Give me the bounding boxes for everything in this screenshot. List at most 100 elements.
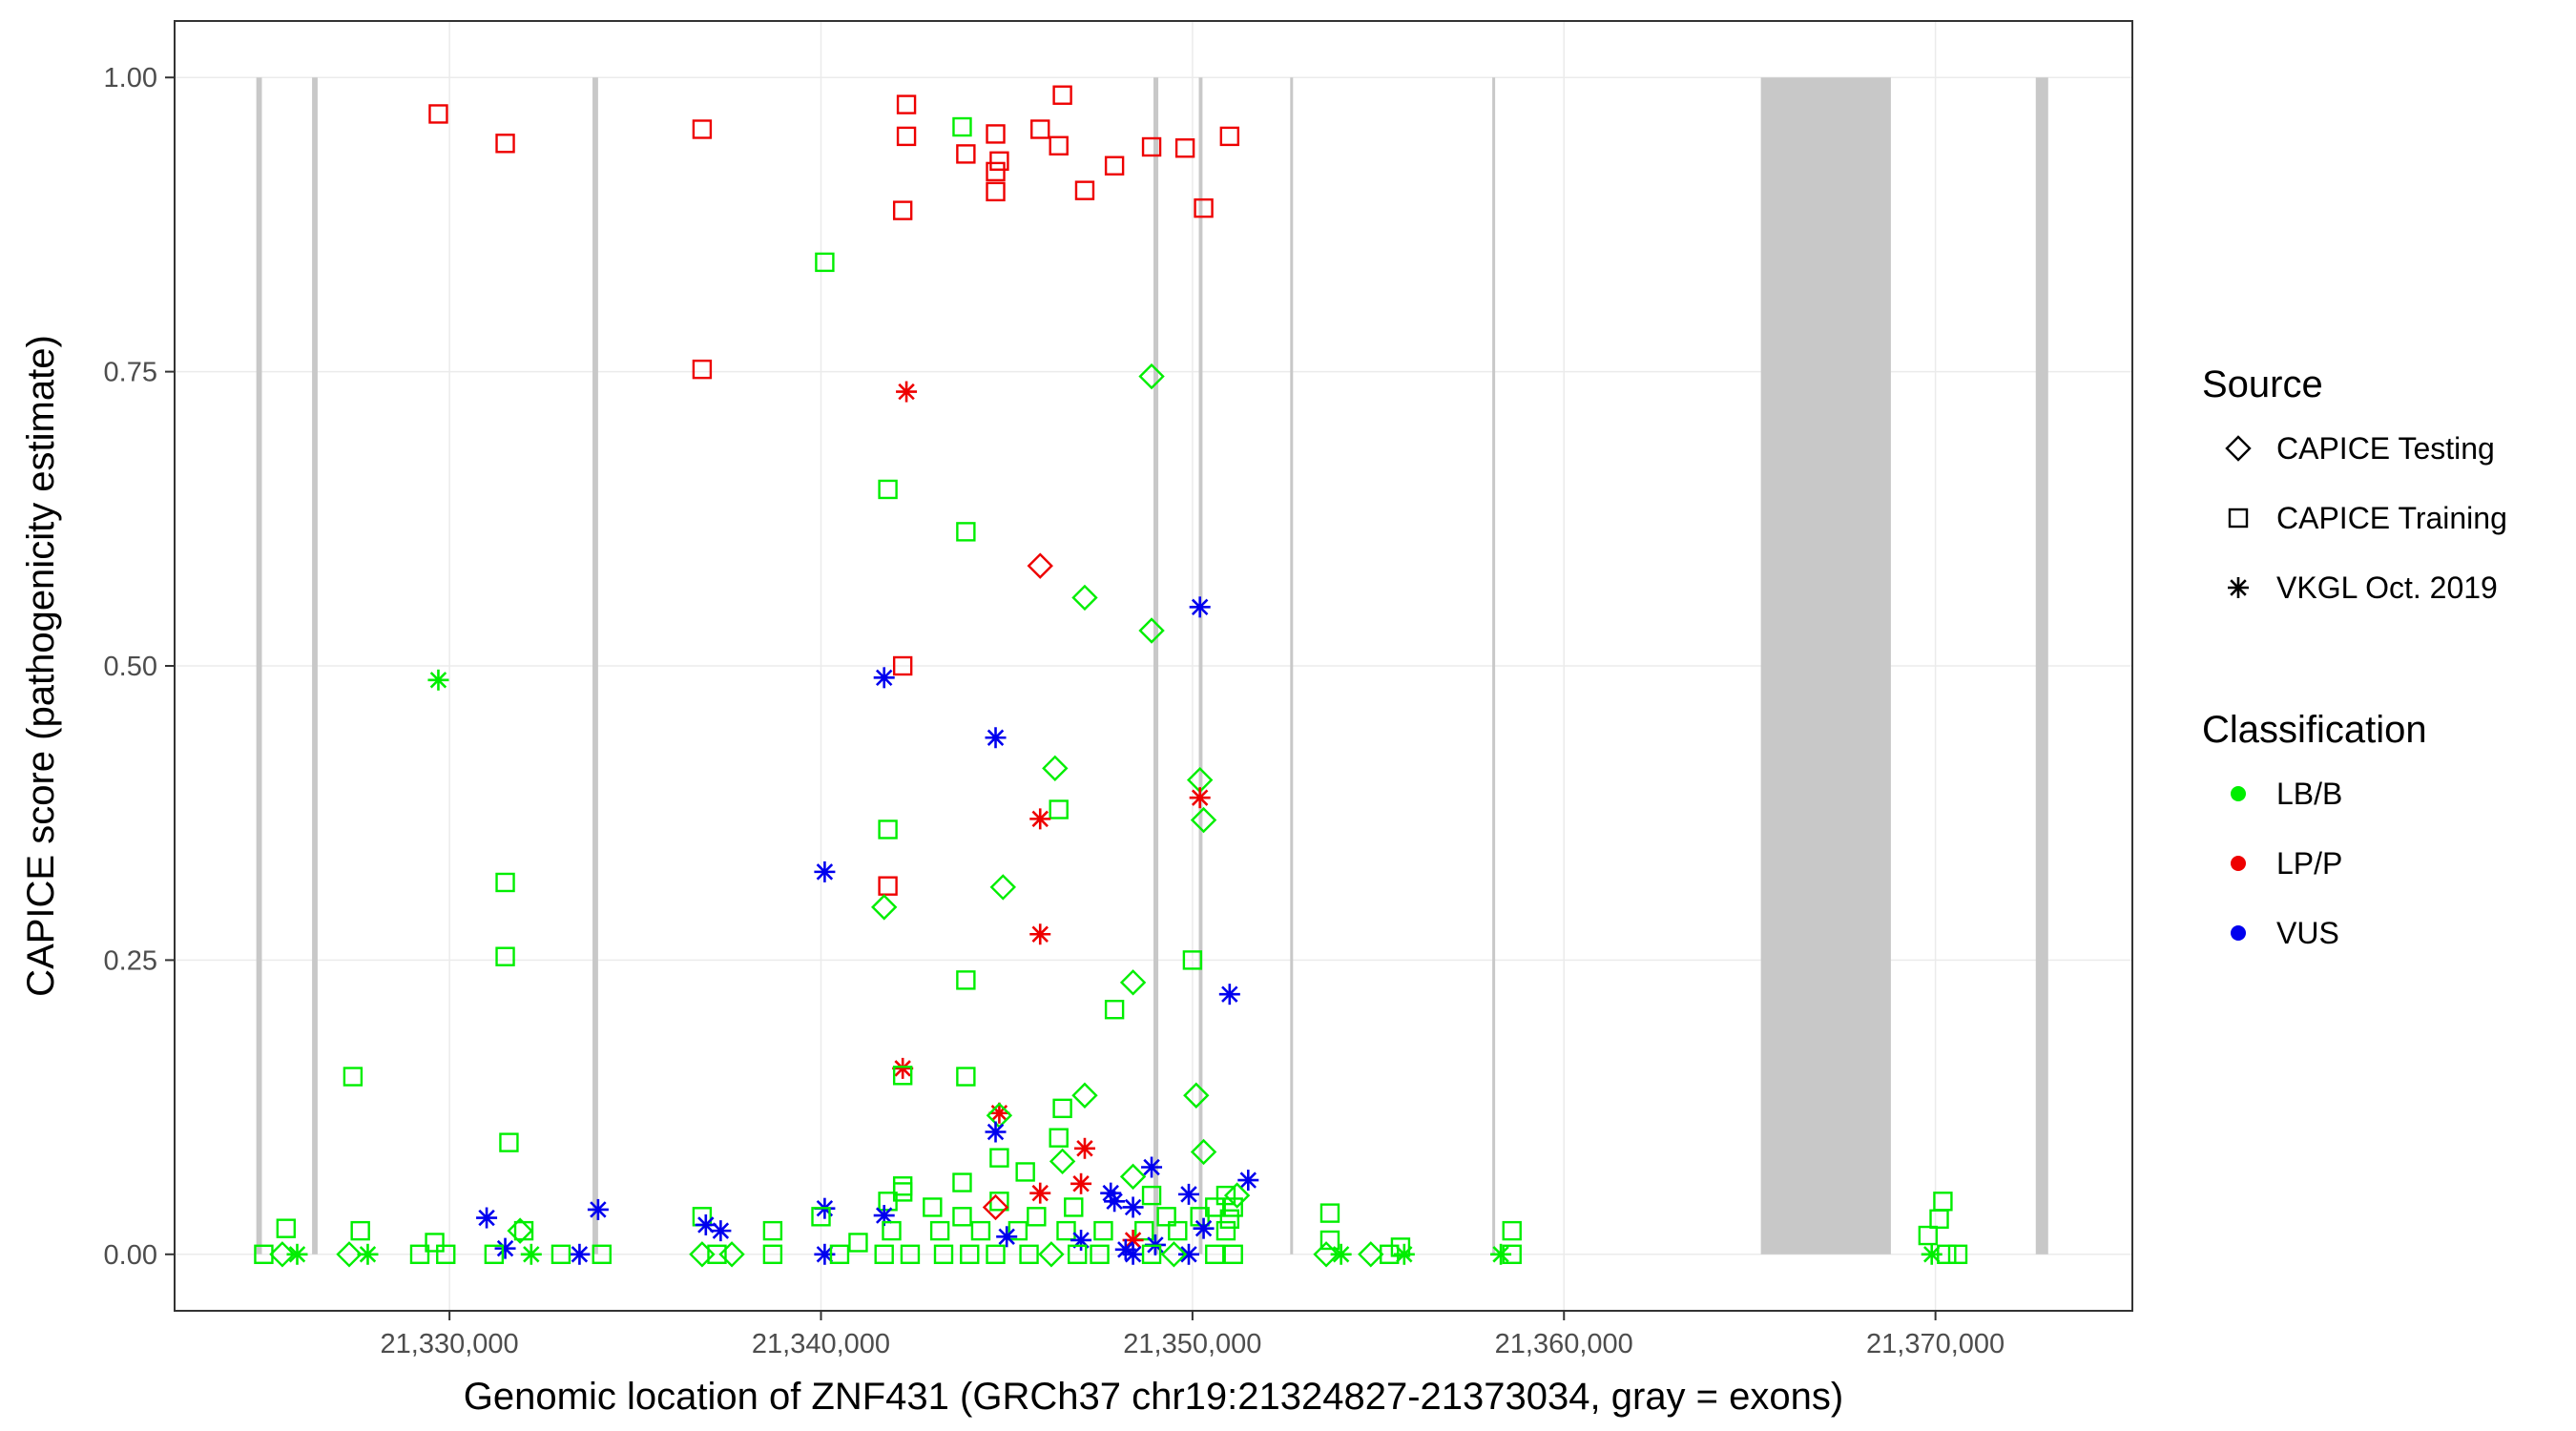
data-point <box>343 1067 364 1087</box>
data-point <box>507 1217 533 1244</box>
asterisk-stroke <box>1143 1158 1160 1176</box>
data-point <box>1141 1185 1162 1206</box>
data-point <box>1056 1220 1076 1241</box>
data-point <box>286 1243 308 1265</box>
y-tick-label: 0.25 <box>104 945 157 976</box>
data-point <box>1223 1197 1243 1217</box>
asterisk-stroke <box>1180 1186 1197 1203</box>
data-point <box>551 1244 571 1264</box>
x-axis-title: Genomic location of ZNF431 (GRCh37 chr19… <box>464 1376 1843 1418</box>
data-point <box>1093 1220 1113 1241</box>
data-point <box>1070 1172 1092 1194</box>
x-tick-label: 21,360,000 <box>1495 1329 1633 1359</box>
data-point <box>499 1132 519 1152</box>
data-point <box>956 1067 976 1087</box>
legend-entry-capice-testing: CAPICE Testing <box>2276 431 2495 466</box>
data-point <box>762 1220 783 1241</box>
data-point <box>1104 1191 1126 1213</box>
asterisk-stroke <box>1396 1246 1413 1263</box>
x-axis: 21,330,000 21,340,000 21,350,000 21,360,… <box>381 1311 2005 1359</box>
data-point <box>495 134 515 154</box>
exon-band <box>1492 77 1496 1255</box>
y-axis-title: CAPICE score (pathogenicity estimate) <box>20 335 62 997</box>
data-point <box>989 151 1009 171</box>
exon-band <box>2035 77 2048 1255</box>
x-tick-label: 21,370,000 <box>1866 1329 2005 1359</box>
legend-classification-title: Classification <box>2202 709 2427 751</box>
asterisk-stroke <box>1492 1246 1509 1263</box>
data-point <box>1122 1243 1144 1265</box>
data-point <box>425 1233 445 1253</box>
legend-key-dot <box>2231 786 2246 801</box>
data-point <box>873 667 895 689</box>
data-point <box>956 522 976 542</box>
asterisk-stroke <box>2230 579 2247 596</box>
legend-key-asterisk <box>2228 577 2249 598</box>
data-point <box>815 252 835 273</box>
data-point <box>1189 787 1211 809</box>
data-point <box>1027 552 1053 579</box>
data-point <box>892 200 913 220</box>
asterisk-stroke <box>987 729 1005 746</box>
data-point <box>1160 1241 1188 1268</box>
y-tick-label: 0.50 <box>104 652 157 682</box>
data-point <box>1049 1148 1076 1175</box>
data-point <box>956 144 976 164</box>
data-point <box>1134 1220 1154 1241</box>
data-point <box>1104 156 1125 176</box>
data-point <box>1104 1000 1125 1020</box>
asterisk-stroke <box>1117 1241 1134 1258</box>
data-point <box>986 181 1006 202</box>
asterisk-stroke <box>1124 1232 1142 1249</box>
data-point <box>933 1244 954 1264</box>
data-point <box>592 1244 612 1264</box>
data-point <box>1074 180 1095 200</box>
asterisk-stroke <box>1124 1246 1142 1263</box>
legend-entry-lb-b: LB/B <box>2276 777 2342 811</box>
data-point <box>892 655 913 676</box>
exon-band <box>256 77 262 1255</box>
data-point <box>513 1220 534 1241</box>
data-point <box>985 1121 1007 1143</box>
data-point <box>1019 1244 1039 1264</box>
legend-key-dot <box>2231 925 2246 941</box>
asterisk-stroke <box>523 1246 540 1263</box>
data-point <box>986 124 1006 144</box>
exon-band <box>1198 77 1203 1255</box>
data-point <box>692 359 713 380</box>
data-point <box>1073 1137 1095 1159</box>
asterisk-stroke <box>478 1209 495 1227</box>
data-point <box>1038 1241 1065 1268</box>
data-point <box>882 1220 902 1241</box>
data-point <box>892 1066 913 1086</box>
data-point <box>427 669 449 691</box>
data-point <box>996 1226 1018 1248</box>
data-point <box>1138 363 1165 390</box>
legend-entry-vkgl: VKGL Oct. 2019 <box>2276 570 2498 605</box>
data-point <box>1119 969 1147 996</box>
data-point <box>718 1241 745 1268</box>
data-point <box>1071 1082 1098 1109</box>
data-point <box>1067 1244 1088 1264</box>
asterisk-stroke <box>1221 985 1238 1003</box>
data-point <box>1029 923 1051 945</box>
asterisk-stroke <box>1102 1184 1119 1202</box>
asterisk-stroke <box>816 1246 834 1263</box>
x-tick-label: 21,330,000 <box>381 1329 519 1359</box>
data-point <box>1219 1209 1240 1229</box>
data-point <box>1205 1244 1225 1264</box>
legend-classification: Classification LB/B LP/P VUS <box>2202 709 2427 950</box>
data-point <box>495 946 515 966</box>
data-point <box>1052 85 1072 105</box>
legend-key-dot <box>2231 856 2246 871</box>
data-point <box>1090 1244 1110 1264</box>
data-point <box>900 1244 921 1264</box>
data-point <box>1177 1183 1199 1205</box>
exon-band <box>1290 77 1294 1255</box>
data-point <box>1138 617 1165 644</box>
data-point <box>871 894 898 921</box>
data-point <box>1313 1241 1340 1268</box>
data-point <box>1190 806 1217 834</box>
data-point <box>689 1241 716 1268</box>
